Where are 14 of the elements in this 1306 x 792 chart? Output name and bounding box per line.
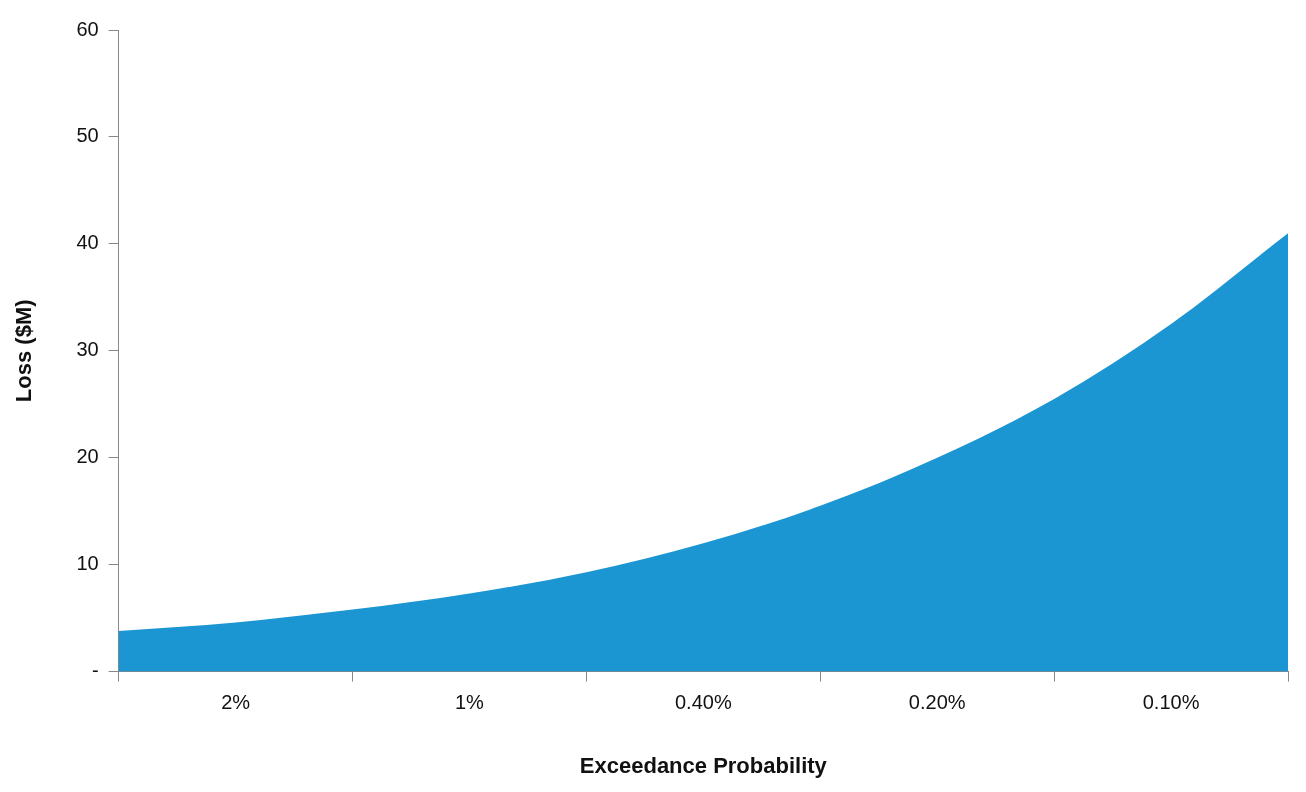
x-tick-label: 0.40%	[674, 691, 732, 714]
x-tick-label: 2%	[221, 691, 251, 714]
y-axis-title: Loss ($M)	[11, 299, 37, 403]
x-tick-label: 1%	[455, 691, 485, 714]
x-axis-title: Exceedance Probability	[579, 752, 828, 778]
y-tick-label: 30	[76, 338, 99, 361]
y-tick-label: 50	[76, 124, 99, 147]
y-tick-label: -	[91, 659, 99, 682]
y-tick-label: 60	[76, 17, 99, 40]
y-tick-label: 10	[76, 552, 99, 575]
x-tick-label: 0.10%	[1142, 691, 1200, 714]
y-tick-label: 40	[76, 231, 99, 254]
x-tick-label: 0.20%	[908, 691, 966, 714]
y-tick-label: 20	[76, 445, 99, 468]
